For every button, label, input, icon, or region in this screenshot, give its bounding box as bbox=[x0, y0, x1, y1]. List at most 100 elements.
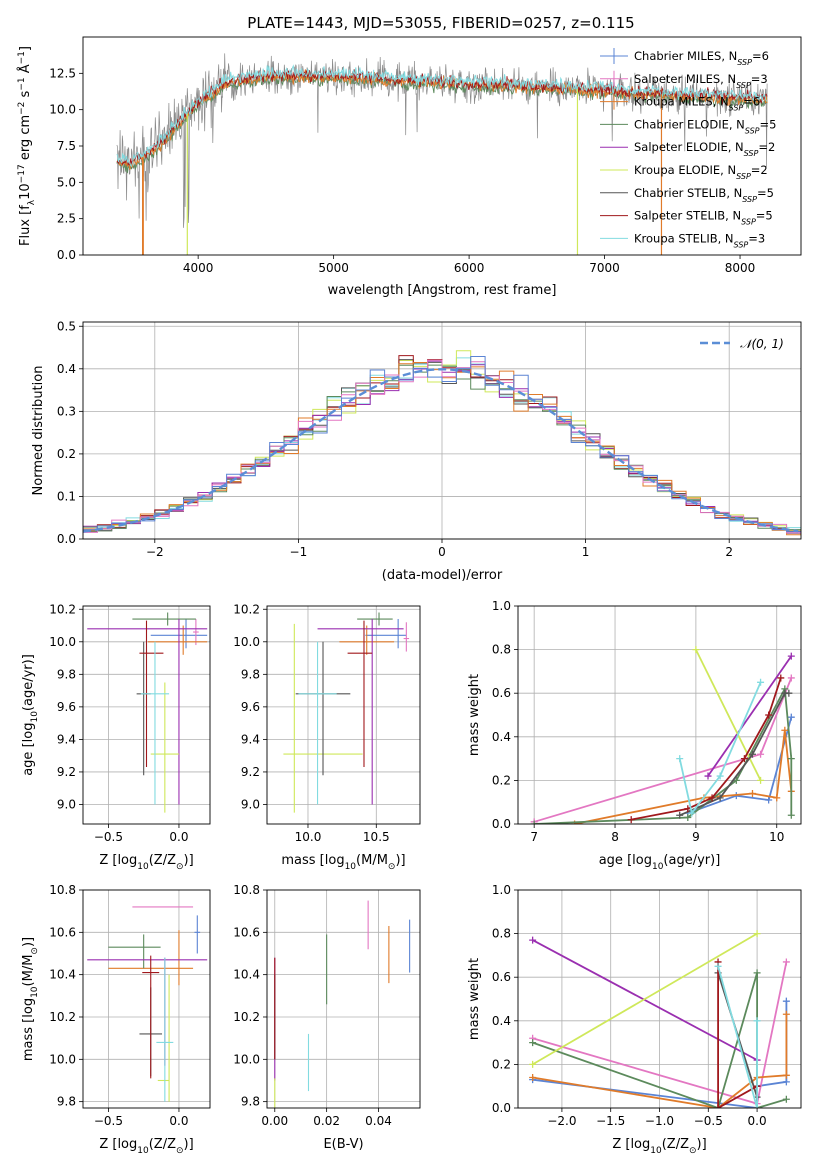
weight-point-0 bbox=[782, 1078, 790, 1086]
label-part: λ bbox=[27, 199, 37, 205]
y-tick-label: 0.8 bbox=[492, 643, 511, 657]
weight-line-8 bbox=[678, 681, 762, 814]
y-tick-label: 10.6 bbox=[49, 925, 76, 939]
plot-area-mass_vs_EBV bbox=[274, 900, 411, 1108]
label-part: −1 bbox=[17, 77, 27, 90]
y-tick-label: 0.0 bbox=[492, 1101, 511, 1115]
label-part: −1 bbox=[17, 51, 27, 64]
y-tick-label: 9.2 bbox=[241, 765, 260, 779]
label-part: 10 bbox=[650, 1146, 662, 1156]
legend-text: Salpeter STELIB, N bbox=[634, 209, 741, 223]
panel-massweight_vs_Z: −2.0 −1.5 −1.0 −0.5 0.0 0.0 0.2 0.4 0.6 0.8 1.0 Z [… bbox=[467, 883, 802, 1156]
weight-point-3 bbox=[684, 813, 692, 821]
label-part: Z [ bbox=[99, 1137, 117, 1152]
y-tick-label: 9.8 bbox=[57, 1095, 76, 1109]
label-part: age [ bbox=[599, 853, 632, 868]
y-tick-label: 10.0 bbox=[49, 103, 76, 117]
y-tick-label: 9.4 bbox=[57, 732, 76, 746]
x-tick-label: 8 bbox=[611, 830, 619, 844]
label-part: log bbox=[630, 1137, 650, 1152]
x-tick-label: 8000 bbox=[725, 261, 756, 275]
y-tick-label: 0.0 bbox=[57, 248, 76, 262]
weight-point-1 bbox=[782, 958, 790, 966]
label-part: Z [ bbox=[99, 853, 117, 868]
label-part: ⊙ bbox=[388, 862, 396, 872]
y-tick-label: 0.2 bbox=[492, 1057, 511, 1071]
label-part: log bbox=[632, 853, 652, 868]
x-axis-label: age [log10(age/yr)] bbox=[599, 853, 721, 872]
y-axis-label: Normed distribution bbox=[31, 366, 46, 496]
label-part: log bbox=[117, 853, 137, 868]
weight-point-5 bbox=[757, 776, 765, 784]
y-tick-label: 10.2 bbox=[233, 1010, 260, 1024]
x-tick-label: 0.0 bbox=[748, 1114, 767, 1128]
y-tick-label: 10.4 bbox=[49, 968, 76, 982]
weight-point-6 bbox=[716, 794, 724, 802]
panel-spectrum: 4000 5000 6000 7000 8000 0.0 2.5 5.0 7.5 10.0 12.5… bbox=[17, 36, 802, 298]
weight-point-7 bbox=[777, 674, 785, 682]
weight-point-6 bbox=[676, 811, 684, 819]
label-part: )] bbox=[21, 937, 36, 947]
label-part: 10 bbox=[30, 986, 40, 998]
y-tick-label: 9.2 bbox=[57, 765, 76, 779]
y-tick-label: 0.2 bbox=[57, 447, 76, 461]
panel-mass_vs_EBV: 0.00 0.02 0.04 9.8 10.0 10.2 10.4 10.6 10.8 E(B-V… bbox=[233, 883, 421, 1152]
x-tick-label: 10.0 bbox=[295, 830, 322, 844]
label-part: 10 bbox=[137, 1146, 149, 1156]
weight-point-8 bbox=[714, 962, 722, 970]
legend-text: Salpeter MILES, N bbox=[634, 72, 736, 86]
y-tick-label: 2.5 bbox=[57, 212, 76, 226]
weight-point-1 bbox=[787, 674, 795, 682]
weight-line-8 bbox=[717, 966, 758, 1108]
y-tick-label: 10.8 bbox=[233, 883, 260, 897]
label-part: 10 bbox=[652, 862, 664, 872]
x-tick-label: 5000 bbox=[318, 261, 349, 275]
label-part: (Z/Z bbox=[149, 853, 176, 868]
legend-text: Chabrier STELIB, N bbox=[634, 186, 742, 200]
histogram-0 bbox=[83, 356, 801, 533]
weight-point-3 bbox=[787, 811, 795, 819]
weight-point-3 bbox=[782, 1095, 790, 1103]
weight-point-2 bbox=[782, 1010, 790, 1018]
weight-point-4 bbox=[529, 936, 537, 944]
weight-point-5 bbox=[529, 1060, 537, 1068]
model-spectrum-8 bbox=[116, 64, 768, 168]
x-axis-label: mass [log10(M/M⊙)] bbox=[281, 853, 405, 872]
weight-point-7 bbox=[765, 711, 773, 719]
legend-sub: SSP bbox=[736, 172, 751, 181]
weight-line-4 bbox=[532, 939, 758, 1061]
x-tick-label: 0.02 bbox=[313, 1114, 340, 1128]
label-part: log bbox=[325, 853, 345, 868]
x-tick-label: 10 bbox=[769, 830, 784, 844]
weight-line-4 bbox=[707, 655, 793, 777]
label-part: ⊙ bbox=[30, 947, 40, 955]
label-part: (M/M bbox=[356, 853, 388, 868]
plot-area-spectrum bbox=[116, 53, 768, 255]
legend-text: =5 bbox=[760, 117, 777, 131]
y-tick-label: 7.5 bbox=[57, 139, 76, 153]
axes-frame bbox=[82, 321, 802, 540]
panel-age_vs_Z: −0.5 0.09.09.29.49.69.810.010.2Z [log10(Z… bbox=[21, 602, 211, 872]
y-tick-label: 9.6 bbox=[57, 700, 76, 714]
y-tick-label: 9.6 bbox=[241, 700, 260, 714]
legend-label: Kroupa MILES, NSSP=6 bbox=[634, 95, 760, 113]
y-tick-label: 1.0 bbox=[492, 599, 511, 613]
legend-label: Chabrier MILES, NSSP=6 bbox=[634, 49, 769, 67]
legend-label: Salpeter ELODIE, NSSP=2 bbox=[634, 140, 775, 158]
y-tick-label: 9.0 bbox=[57, 797, 76, 811]
legend-sub: SSP bbox=[736, 80, 751, 89]
x-tick-label: 6000 bbox=[454, 261, 485, 275]
plot-area-residuals bbox=[83, 350, 801, 536]
y-tick-label: 10.2 bbox=[49, 1010, 76, 1024]
weight-point-3 bbox=[787, 755, 795, 763]
panel-age_vs_mass: 10.0 10.5 9.0 9.2 9.4 9.6 9.8 10.0 10.2 mass [log… bbox=[233, 602, 421, 872]
y-tick-label: 10.4 bbox=[233, 968, 260, 982]
legend-text: =3 bbox=[748, 231, 765, 245]
weight-point-4 bbox=[704, 772, 712, 780]
weight-point-2 bbox=[529, 1073, 537, 1081]
legend-sub: SSP bbox=[744, 149, 759, 158]
weight-point-0 bbox=[765, 796, 773, 804]
weight-point-3 bbox=[753, 969, 761, 977]
x-tick-label: 2 bbox=[725, 545, 733, 559]
